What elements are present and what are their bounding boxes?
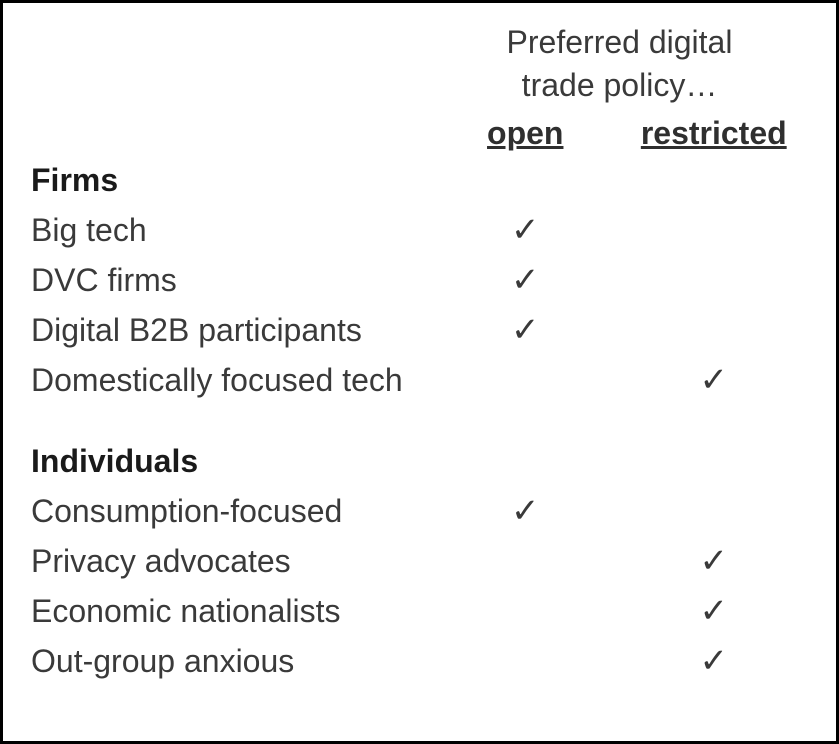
header-title: Preferred digital trade policy… bbox=[431, 21, 808, 107]
header-title-line2: trade policy… bbox=[522, 67, 718, 103]
table-row: Digital B2B participants ✓ bbox=[31, 305, 808, 355]
table-row: Out-group anxious ✓ bbox=[31, 636, 808, 686]
header-title-line1: Preferred digital bbox=[507, 24, 733, 60]
column-label-restricted: restricted bbox=[620, 115, 809, 152]
table-row: Privacy advocates ✓ bbox=[31, 536, 808, 586]
check-open: ✓ bbox=[431, 310, 620, 350]
check-open: ✓ bbox=[431, 210, 620, 250]
table-frame: Preferred digital trade policy… open res… bbox=[0, 0, 839, 744]
row-label: DVC firms bbox=[31, 262, 431, 299]
section-title-individuals: Individuals bbox=[31, 443, 808, 480]
check-restricted: ✓ bbox=[620, 360, 809, 400]
row-label: Domestically focused tech bbox=[31, 362, 431, 399]
row-label: Economic nationalists bbox=[31, 593, 431, 630]
column-label-open: open bbox=[431, 115, 620, 152]
table-row: Big tech ✓ bbox=[31, 205, 808, 255]
check-open: ✓ bbox=[431, 491, 620, 531]
table-row: DVC firms ✓ bbox=[31, 255, 808, 305]
table-row: Economic nationalists ✓ bbox=[31, 586, 808, 636]
check-open: ✓ bbox=[431, 260, 620, 300]
column-labels: open restricted bbox=[31, 115, 808, 152]
header-block: Preferred digital trade policy… bbox=[31, 21, 808, 107]
check-restricted: ✓ bbox=[620, 591, 809, 631]
row-label: Digital B2B participants bbox=[31, 312, 431, 349]
table-row: Domestically focused tech ✓ bbox=[31, 355, 808, 405]
row-label: Big tech bbox=[31, 212, 431, 249]
row-label: Out-group anxious bbox=[31, 643, 431, 680]
row-label: Privacy advocates bbox=[31, 543, 431, 580]
check-restricted: ✓ bbox=[620, 641, 809, 681]
section-spacer bbox=[31, 405, 808, 433]
row-label: Consumption-focused bbox=[31, 493, 431, 530]
section-title-firms: Firms bbox=[31, 162, 808, 199]
check-restricted: ✓ bbox=[620, 541, 809, 581]
table-row: Consumption-focused ✓ bbox=[31, 486, 808, 536]
